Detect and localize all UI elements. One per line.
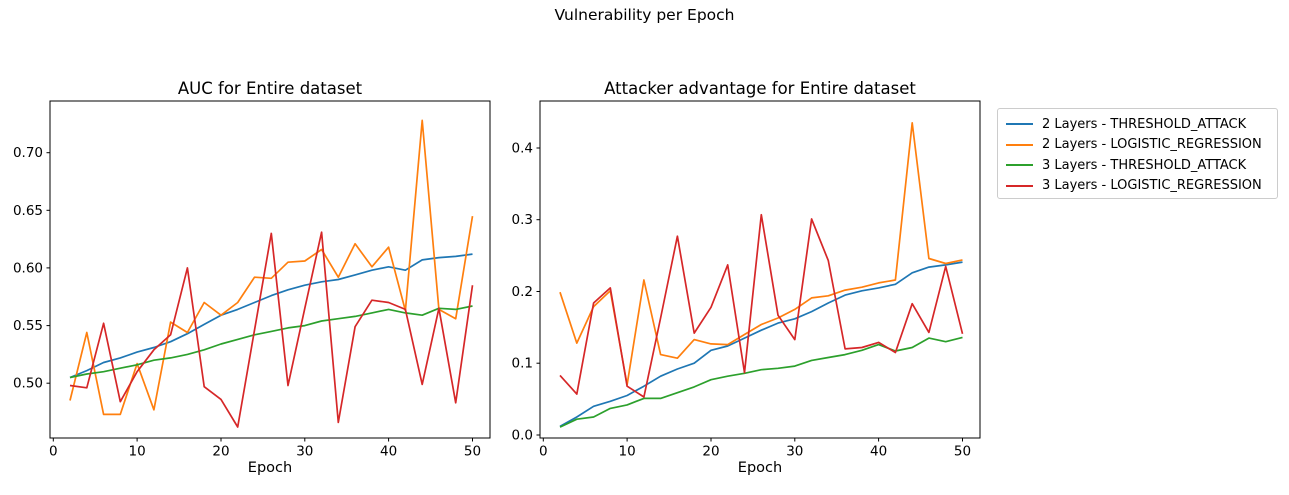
y-tick-label: 0.65	[13, 203, 43, 219]
x-tick-label: 0	[539, 444, 548, 460]
series-line-red	[559, 213, 964, 398]
legend-line-sample-red	[1006, 184, 1033, 187]
legend-item: 2 Layers - LOGISTIC_REGRESSION	[1006, 135, 1271, 156]
series-line-blue	[559, 261, 963, 428]
x-tick-label: 40	[380, 444, 397, 460]
y-tick-label: 0.2	[512, 284, 533, 300]
legend-line-sample-orange	[1006, 143, 1033, 146]
legend-item-label: 2 Layers - THRESHOLD_ATTACK	[1042, 116, 1247, 132]
attacker-advantage-chart: 0.0 0.1 0.2 0.3 0.4 0 10 20 30 40 50 Attacker advan…	[512, 80, 981, 476]
legend: 2 Layers - THRESHOLD_ATTACK 2 Layers - L…	[997, 108, 1278, 199]
y-tick-label: 0.50	[13, 376, 43, 392]
chart-title: AUC for Entire dataset	[178, 80, 363, 98]
y-tick-label: 0.60	[13, 260, 43, 276]
x-tick-label: 10	[619, 444, 636, 460]
series-line-red	[69, 231, 474, 428]
x-tick-label: 20	[702, 444, 719, 460]
x-tick-label: 30	[786, 444, 803, 460]
plot-border	[49, 100, 491, 439]
y-tick-label: 0.55	[13, 318, 43, 334]
legend-line-sample-green	[1006, 164, 1033, 167]
y-tick-label: 0.3	[512, 212, 533, 228]
x-tick-label: 10	[129, 444, 146, 460]
legend-item: 3 Layers - LOGISTIC_REGRESSION	[1006, 176, 1271, 197]
figure-title: Vulnerability per Epoch	[554, 6, 735, 24]
legend-item-label: 3 Layers - THRESHOLD_ATTACK	[1042, 157, 1247, 173]
series-line-orange	[69, 119, 474, 416]
x-tick-label: 30	[296, 444, 313, 460]
y-tick-label: 0.0	[512, 428, 533, 444]
chart-title: Attacker advantage for Entire dataset	[604, 80, 916, 98]
legend-item-label: 2 Layers - LOGISTIC_REGRESSION	[1042, 137, 1262, 153]
x-tick-label: 50	[464, 444, 481, 460]
auc-chart: 0.50 0.55 0.60 0.65 0.70 0 10 20 30 40 50 AUC for E…	[13, 80, 491, 476]
legend-item-label: 3 Layers - LOGISTIC_REGRESSION	[1042, 178, 1262, 194]
x-tick-label: 50	[954, 444, 971, 460]
y-tick-label: 0.70	[13, 145, 43, 161]
x-tick-label: 40	[870, 444, 887, 460]
x-axis-label: Epoch	[738, 460, 782, 476]
legend-line-sample-blue	[1006, 123, 1033, 126]
x-axis-label: Epoch	[248, 460, 292, 476]
legend-item: 2 Layers - THRESHOLD_ATTACK	[1006, 114, 1271, 135]
series-line-blue	[69, 253, 473, 379]
y-tick-label: 0.4	[512, 141, 533, 157]
x-tick-label: 0	[49, 444, 58, 460]
plot-border	[539, 100, 981, 439]
legend-item: 3 Layers - THRESHOLD_ATTACK	[1006, 155, 1271, 176]
y-tick-label: 0.1	[512, 356, 533, 372]
x-tick-label: 20	[212, 444, 229, 460]
